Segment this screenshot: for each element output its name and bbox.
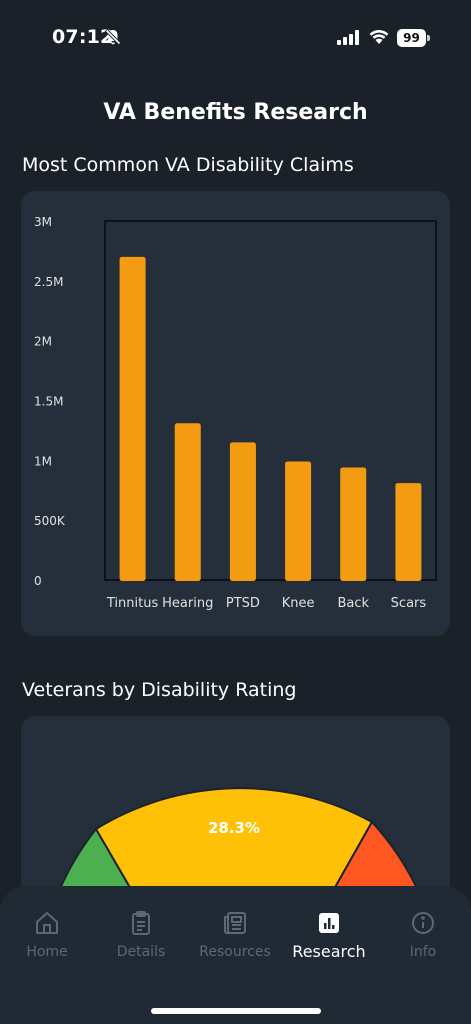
battery-indicator: 99	[397, 29, 430, 47]
x-tick-label: PTSD	[226, 596, 260, 611]
y-tick-label: 1M	[34, 454, 52, 468]
claims-chart-card: 0 500K 1M 1.5M 2M 2.5M 3M Tinnitus Hearing PTSD Kn…	[21, 191, 450, 636]
y-tick-label: 2M	[34, 335, 52, 349]
x-tick-label: Knee	[282, 596, 315, 611]
nav-research[interactable]: Research	[282, 910, 376, 961]
nav-label-info: Info	[409, 944, 437, 960]
bar-knee[interactable]	[285, 461, 312, 581]
bar-tinnitus[interactable]	[119, 256, 146, 581]
slice-label: 28.3%	[208, 819, 260, 837]
bar-hearing[interactable]	[174, 423, 201, 581]
newspaper-icon	[224, 912, 246, 934]
battery-tip	[427, 35, 430, 41]
x-tick-label: Scars	[391, 596, 427, 611]
x-tick-label: Tinnitus	[106, 596, 159, 611]
info-icon	[412, 912, 434, 934]
claims-section-title: Most Common VA Disability Claims	[22, 154, 354, 176]
cell-signal-icon	[337, 30, 359, 45]
nav-resources[interactable]: Resources	[188, 910, 282, 960]
bell-slash-icon	[104, 28, 122, 46]
y-tick-label: 0	[34, 574, 42, 588]
nav-home[interactable]: Home	[0, 910, 94, 960]
y-tick-label: 500K	[34, 514, 66, 528]
nav-details[interactable]: Details	[94, 910, 188, 960]
nav-label-home: Home	[26, 944, 68, 960]
home-indicator	[151, 1008, 321, 1014]
page-title: VA Benefits Research	[103, 100, 368, 125]
status-bar: 07:12 99	[0, 0, 471, 76]
nav-info[interactable]: Info	[376, 910, 470, 960]
y-tick-label: 2.5M	[34, 275, 63, 289]
nav-label-details: Details	[116, 944, 166, 960]
bar-ptsd[interactable]	[229, 442, 256, 581]
wifi-icon	[369, 30, 389, 44]
nav-label-resources: Resources	[199, 944, 271, 960]
bottom-nav: Home Details Resources Research	[0, 886, 471, 1024]
battery-level: 99	[397, 29, 426, 47]
y-tick-label: 1.5M	[34, 395, 63, 409]
ratings-section-title: Veterans by Disability Rating	[22, 679, 297, 701]
home-icon	[36, 912, 58, 934]
bar-back[interactable]	[340, 467, 367, 581]
x-tick-label: Back	[337, 596, 369, 611]
y-tick-label: 3M	[34, 215, 52, 229]
claims-bar-chart: 0 500K 1M 1.5M 2M 2.5M 3M Tinnitus Hearing PTSD Kn…	[34, 215, 437, 611]
x-tick-label: Hearing	[162, 596, 213, 611]
bar-scars[interactable]	[395, 483, 422, 581]
clipboard-icon	[132, 911, 150, 935]
bar-chart-icon	[319, 913, 339, 933]
status-time: 07:12	[52, 26, 114, 48]
nav-label-research: Research	[292, 942, 366, 961]
plot-frame	[104, 220, 437, 581]
